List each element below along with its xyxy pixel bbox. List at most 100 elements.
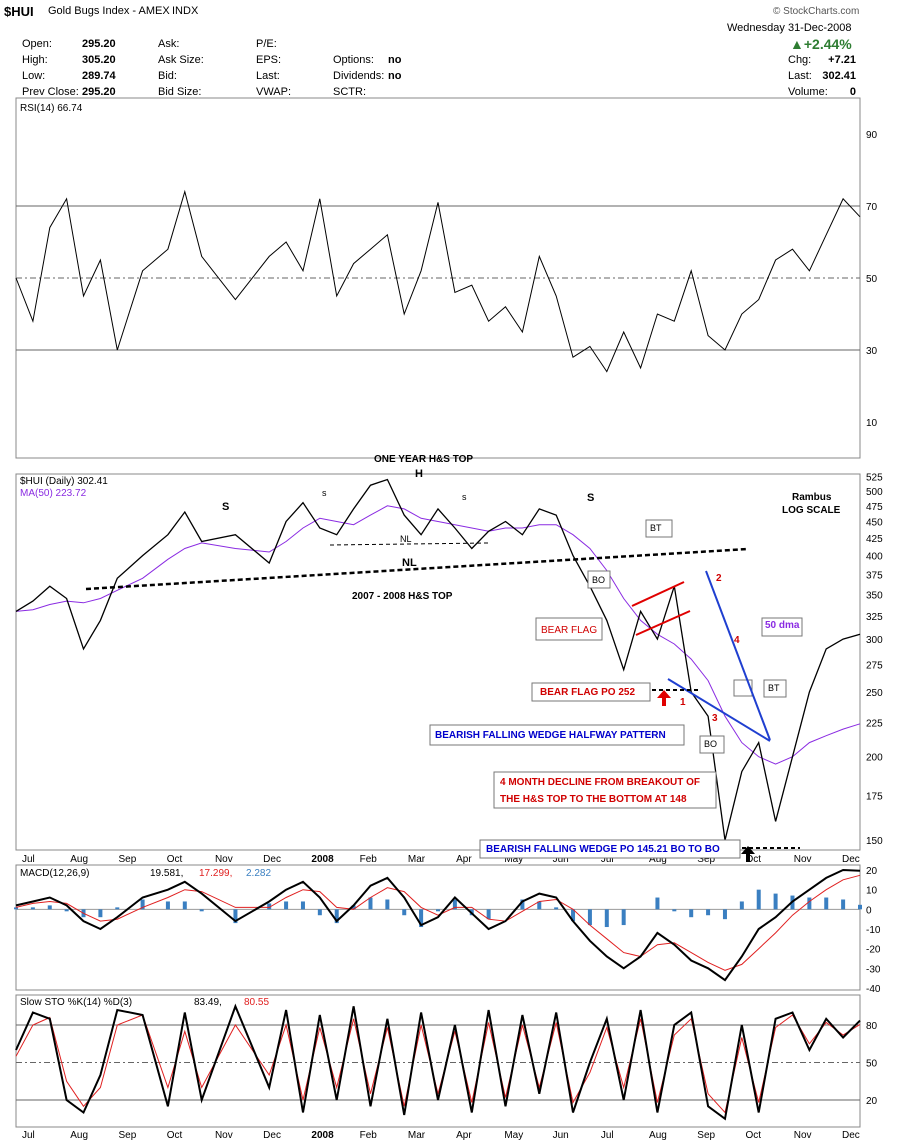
quote-l1-1: High: xyxy=(22,54,48,66)
macd-hist-bar-15 xyxy=(317,909,322,916)
price-tick-label-13: 200 xyxy=(866,753,883,764)
ma50-line xyxy=(15,505,861,765)
macd-hist-bar-5 xyxy=(98,909,103,918)
quote-l3-3: VWAP: xyxy=(256,86,292,98)
x-label-bottom-7: Feb xyxy=(360,1130,378,1141)
x-label-bottom-3: Oct xyxy=(167,1130,183,1141)
price-tick-label-10: 275 xyxy=(866,660,883,671)
annotation-box-4 xyxy=(761,617,803,637)
x-label-bottom-5: Dec xyxy=(263,1130,281,1141)
x-label-bottom-8: Mar xyxy=(408,1130,426,1141)
quote-v1-1: 305.20 xyxy=(82,54,116,66)
x-label-bottom-9: Apr xyxy=(456,1130,472,1141)
x-label-bottom-11: Jun xyxy=(553,1130,569,1141)
macd-hist-bar-35 xyxy=(655,897,660,910)
macd-hist-bar-29 xyxy=(554,907,559,910)
macd-hist-bar-22 xyxy=(436,909,440,912)
quote-v1-2: 289.74 xyxy=(82,70,116,82)
x-label-top-7: Feb xyxy=(360,854,378,865)
sto-tick-label-2: 20 xyxy=(866,1096,878,1107)
quote-l1-2: Low: xyxy=(22,70,46,82)
x-label-bottom-13: Aug xyxy=(649,1130,667,1141)
bear-flag-bottom xyxy=(635,610,691,636)
x-label-bottom-12: Jul xyxy=(601,1130,614,1141)
x-label-bottom-16: Nov xyxy=(794,1130,812,1141)
macd-tick-label-2: 0 xyxy=(866,905,872,916)
annotation-box-7 xyxy=(429,724,685,746)
x-label-bottom-6: 2008 xyxy=(311,1130,334,1141)
annotation-box-0 xyxy=(645,519,673,538)
panel-frame-3 xyxy=(15,994,861,1128)
annotation-23: 4 MONTH DECLINE FROM BREAKOUT OF xyxy=(500,777,700,788)
macd-hist-bar-1 xyxy=(30,907,35,910)
annotation-11: BT xyxy=(650,523,662,533)
macd-value-2: 17.299, xyxy=(199,868,232,879)
annotation-16: BT xyxy=(768,683,780,693)
macd-hist-bar-11 xyxy=(233,909,238,924)
macd-hist-bar-44 xyxy=(807,897,812,910)
macd-hist-bar-3 xyxy=(64,909,69,912)
price-tick-label-1: 500 xyxy=(866,487,883,498)
annotation-2: S xyxy=(222,501,229,513)
summary-value-0: +7.21 xyxy=(828,54,856,66)
macd-hist-bar-33 xyxy=(621,909,626,926)
annotation-17: BO xyxy=(704,739,717,749)
macd-hist-bar-37 xyxy=(689,909,694,918)
price-tick-label-9: 300 xyxy=(866,635,883,646)
sto-value-1: 83.49, xyxy=(194,997,222,1008)
annotation-24: THE H&S TOP TO THE BOTTOM AT 148 xyxy=(500,794,687,805)
annotation-box-8 xyxy=(493,771,717,809)
x-label-top-3: Oct xyxy=(167,854,183,865)
macd-hist-bar-40 xyxy=(739,901,744,910)
panel-frame-2 xyxy=(15,864,861,991)
x-label-top-2: Sep xyxy=(118,854,136,865)
quote-l2-1: Ask Size: xyxy=(158,54,204,66)
annotation-7: NL xyxy=(402,557,417,569)
macd-tick-label-4: -20 xyxy=(866,945,881,956)
macd-tick-label-1: 10 xyxy=(866,886,878,897)
quote-l4-3: SCTR: xyxy=(333,86,366,98)
annotation-12: BO xyxy=(592,575,605,585)
macd-value-1: 19.581, xyxy=(150,868,183,879)
annotation-10: LOG SCALE xyxy=(782,505,841,516)
summary-value-2: 0 xyxy=(849,86,856,98)
price-title: $HUI (Daily) 302.41 xyxy=(20,476,108,487)
macd-hist-bar-36 xyxy=(672,909,677,912)
macd-tick-label-3: -10 xyxy=(866,925,881,936)
x-label-bottom-0: Jul xyxy=(22,1130,35,1141)
macd-hist-bar-27 xyxy=(520,899,525,910)
sto-value-2: 80.55 xyxy=(244,997,269,1008)
x-label-top-17: Dec xyxy=(842,854,860,865)
macd-signal-line xyxy=(15,874,861,971)
brand-logo: © StockCharts.com xyxy=(773,6,860,17)
summary-value-1: 302.41 xyxy=(822,70,856,82)
quote-v1-3: 295.20 xyxy=(82,86,116,98)
macd-hist-bar-6 xyxy=(115,907,120,910)
price-tick-label-4: 425 xyxy=(866,534,883,545)
macd-hist-bar-46 xyxy=(841,899,846,910)
macd-hist-bar-8 xyxy=(165,901,170,910)
price-tick-label-8: 325 xyxy=(866,612,883,623)
x-label-bottom-4: Nov xyxy=(215,1130,233,1141)
macd-hist-bar-10 xyxy=(199,909,204,912)
macd-hist-bar-47 xyxy=(858,904,862,910)
annotation-5: s xyxy=(462,492,467,502)
price-tick-label-15: 150 xyxy=(866,836,883,847)
price-tick-label-12: 225 xyxy=(866,719,883,730)
annotation-15: 50 dma xyxy=(765,620,800,631)
annotation-8: 2007 - 2008 H&S TOP xyxy=(352,591,453,602)
annotation-box-6 xyxy=(699,735,725,754)
quote-l1-0: Open: xyxy=(22,38,52,50)
x-label-bottom-10: May xyxy=(504,1130,523,1141)
black-arrow-icon xyxy=(741,846,755,862)
sto-tick-label-0: 80 xyxy=(866,1021,878,1032)
macd-tick-label-0: 20 xyxy=(866,866,878,877)
macd-hist-bar-31 xyxy=(587,909,592,926)
macd-hist-bar-38 xyxy=(706,909,711,916)
macd-hist-bar-0 xyxy=(14,907,18,910)
ma-label: MA(50) 223.72 xyxy=(20,488,87,499)
macd-title: MACD(12,26,9) xyxy=(20,868,89,879)
annotation-box-1 xyxy=(587,570,611,589)
x-label-top-0: Jul xyxy=(22,854,35,865)
price-tick-label-2: 475 xyxy=(866,502,883,513)
